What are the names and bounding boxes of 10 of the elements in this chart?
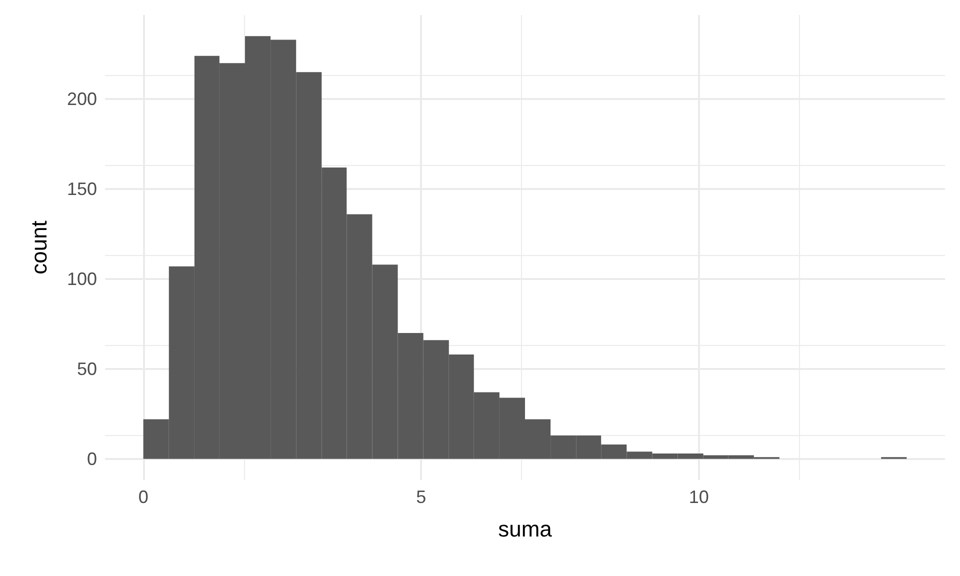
y-tick-label: 0 xyxy=(86,448,97,469)
y-tick-label: 50 xyxy=(76,358,97,379)
x-tick-label: 10 xyxy=(688,487,709,507)
y-tick-label: 200 xyxy=(66,89,97,110)
y-tick-label: 100 xyxy=(66,268,97,289)
x-axis-title: suma xyxy=(498,516,553,542)
y-tick-label: 150 xyxy=(66,179,97,200)
y-axis-title: count xyxy=(26,220,52,274)
x-tick-label: 0 xyxy=(138,487,148,507)
x-tick-label: 5 xyxy=(416,487,426,507)
